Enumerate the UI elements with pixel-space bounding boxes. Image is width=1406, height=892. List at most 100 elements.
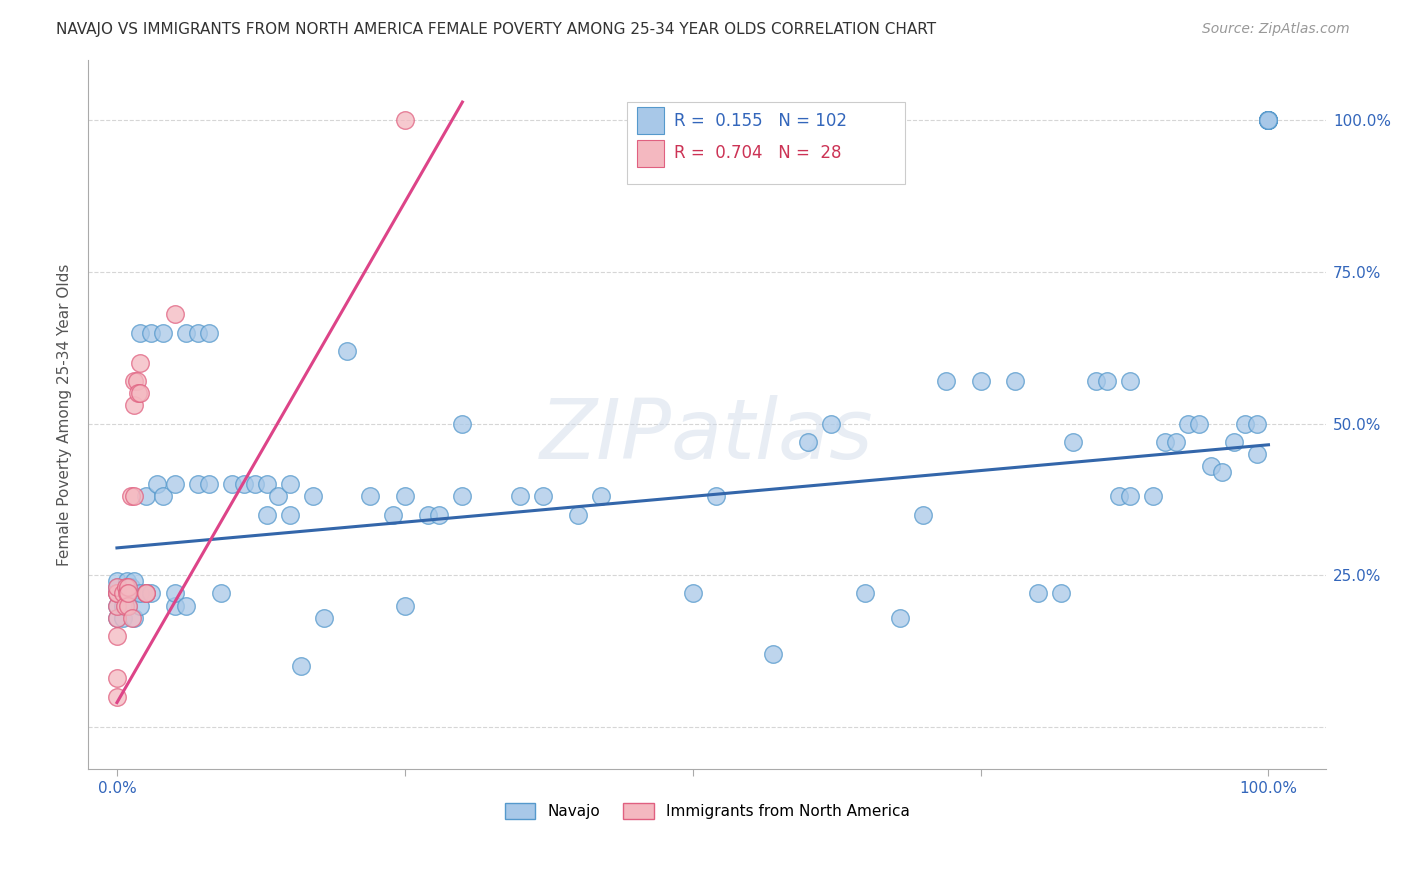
Bar bbox=[637, 140, 664, 167]
Point bbox=[416, 508, 439, 522]
Point bbox=[1257, 113, 1279, 128]
Point bbox=[121, 610, 143, 624]
Point bbox=[114, 599, 136, 613]
Point bbox=[198, 477, 221, 491]
Point bbox=[1119, 489, 1142, 503]
Point bbox=[509, 489, 531, 503]
Point bbox=[1188, 417, 1211, 431]
Point bbox=[1026, 586, 1049, 600]
Point bbox=[163, 477, 186, 491]
FancyBboxPatch shape bbox=[627, 103, 905, 184]
Point bbox=[935, 374, 957, 388]
Point bbox=[105, 586, 128, 600]
Point bbox=[1257, 113, 1279, 128]
Point bbox=[1246, 417, 1268, 431]
Point bbox=[1119, 374, 1142, 388]
Point bbox=[1153, 434, 1175, 449]
Point bbox=[117, 580, 139, 594]
Point bbox=[115, 580, 138, 594]
Point bbox=[122, 574, 145, 589]
Point bbox=[256, 508, 278, 522]
Point bbox=[1084, 374, 1107, 388]
Point bbox=[135, 489, 157, 503]
Point bbox=[1257, 113, 1279, 128]
Point bbox=[278, 508, 301, 522]
Point bbox=[427, 508, 450, 522]
Point bbox=[127, 386, 149, 401]
Point bbox=[1199, 458, 1222, 473]
Point bbox=[105, 580, 128, 594]
Point bbox=[111, 586, 134, 600]
Point bbox=[117, 586, 139, 600]
Point bbox=[1062, 434, 1084, 449]
Point bbox=[221, 477, 243, 491]
Point bbox=[122, 489, 145, 503]
Point bbox=[531, 489, 554, 503]
Point bbox=[797, 434, 820, 449]
Legend: Navajo, Immigrants from North America: Navajo, Immigrants from North America bbox=[499, 797, 915, 825]
Point bbox=[359, 489, 381, 503]
Point bbox=[394, 489, 416, 503]
Point bbox=[290, 659, 312, 673]
Point bbox=[114, 586, 136, 600]
Bar bbox=[637, 107, 664, 134]
Point bbox=[146, 477, 169, 491]
Point bbox=[1108, 489, 1130, 503]
Text: R =  0.155   N = 102: R = 0.155 N = 102 bbox=[673, 112, 846, 129]
Text: NAVAJO VS IMMIGRANTS FROM NORTH AMERICA FEMALE POVERTY AMONG 25-34 YEAR OLDS COR: NAVAJO VS IMMIGRANTS FROM NORTH AMERICA … bbox=[56, 22, 936, 37]
Point bbox=[105, 574, 128, 589]
Text: ZIPatlas: ZIPatlas bbox=[540, 395, 875, 476]
Point bbox=[120, 489, 142, 503]
Point bbox=[394, 113, 416, 128]
Point bbox=[198, 326, 221, 340]
Point bbox=[682, 586, 704, 600]
Point bbox=[105, 690, 128, 704]
Point bbox=[117, 599, 139, 613]
Point bbox=[111, 586, 134, 600]
Point bbox=[163, 599, 186, 613]
Point bbox=[174, 599, 197, 613]
Point bbox=[232, 477, 254, 491]
Text: Source: ZipAtlas.com: Source: ZipAtlas.com bbox=[1202, 22, 1350, 37]
Point bbox=[267, 489, 290, 503]
Point bbox=[278, 477, 301, 491]
Point bbox=[163, 307, 186, 321]
Point bbox=[129, 386, 152, 401]
Point bbox=[301, 489, 323, 503]
Point bbox=[820, 417, 842, 431]
Point bbox=[105, 580, 128, 594]
Point bbox=[111, 599, 134, 613]
Y-axis label: Female Poverty Among 25-34 Year Olds: Female Poverty Among 25-34 Year Olds bbox=[58, 263, 72, 566]
Point bbox=[105, 610, 128, 624]
Point bbox=[1223, 434, 1246, 449]
Point bbox=[105, 599, 128, 613]
Point bbox=[889, 610, 911, 624]
Point bbox=[704, 489, 727, 503]
Point bbox=[589, 489, 612, 503]
Point bbox=[911, 508, 934, 522]
Point bbox=[243, 477, 266, 491]
Point bbox=[1097, 374, 1119, 388]
Point bbox=[855, 586, 877, 600]
Point bbox=[105, 586, 128, 600]
Point bbox=[256, 477, 278, 491]
Point bbox=[129, 356, 152, 370]
Point bbox=[129, 599, 152, 613]
Point bbox=[187, 326, 209, 340]
Point bbox=[111, 610, 134, 624]
Point bbox=[122, 586, 145, 600]
Point bbox=[122, 374, 145, 388]
Point bbox=[394, 599, 416, 613]
Point bbox=[1050, 586, 1073, 600]
Point bbox=[451, 489, 474, 503]
Text: R =  0.704   N =  28: R = 0.704 N = 28 bbox=[673, 145, 841, 162]
Point bbox=[122, 398, 145, 412]
Point bbox=[1246, 447, 1268, 461]
Point bbox=[141, 586, 163, 600]
Point bbox=[135, 586, 157, 600]
Point bbox=[1166, 434, 1188, 449]
Point bbox=[129, 586, 152, 600]
Point bbox=[105, 629, 128, 643]
Point bbox=[187, 477, 209, 491]
Point bbox=[209, 586, 232, 600]
